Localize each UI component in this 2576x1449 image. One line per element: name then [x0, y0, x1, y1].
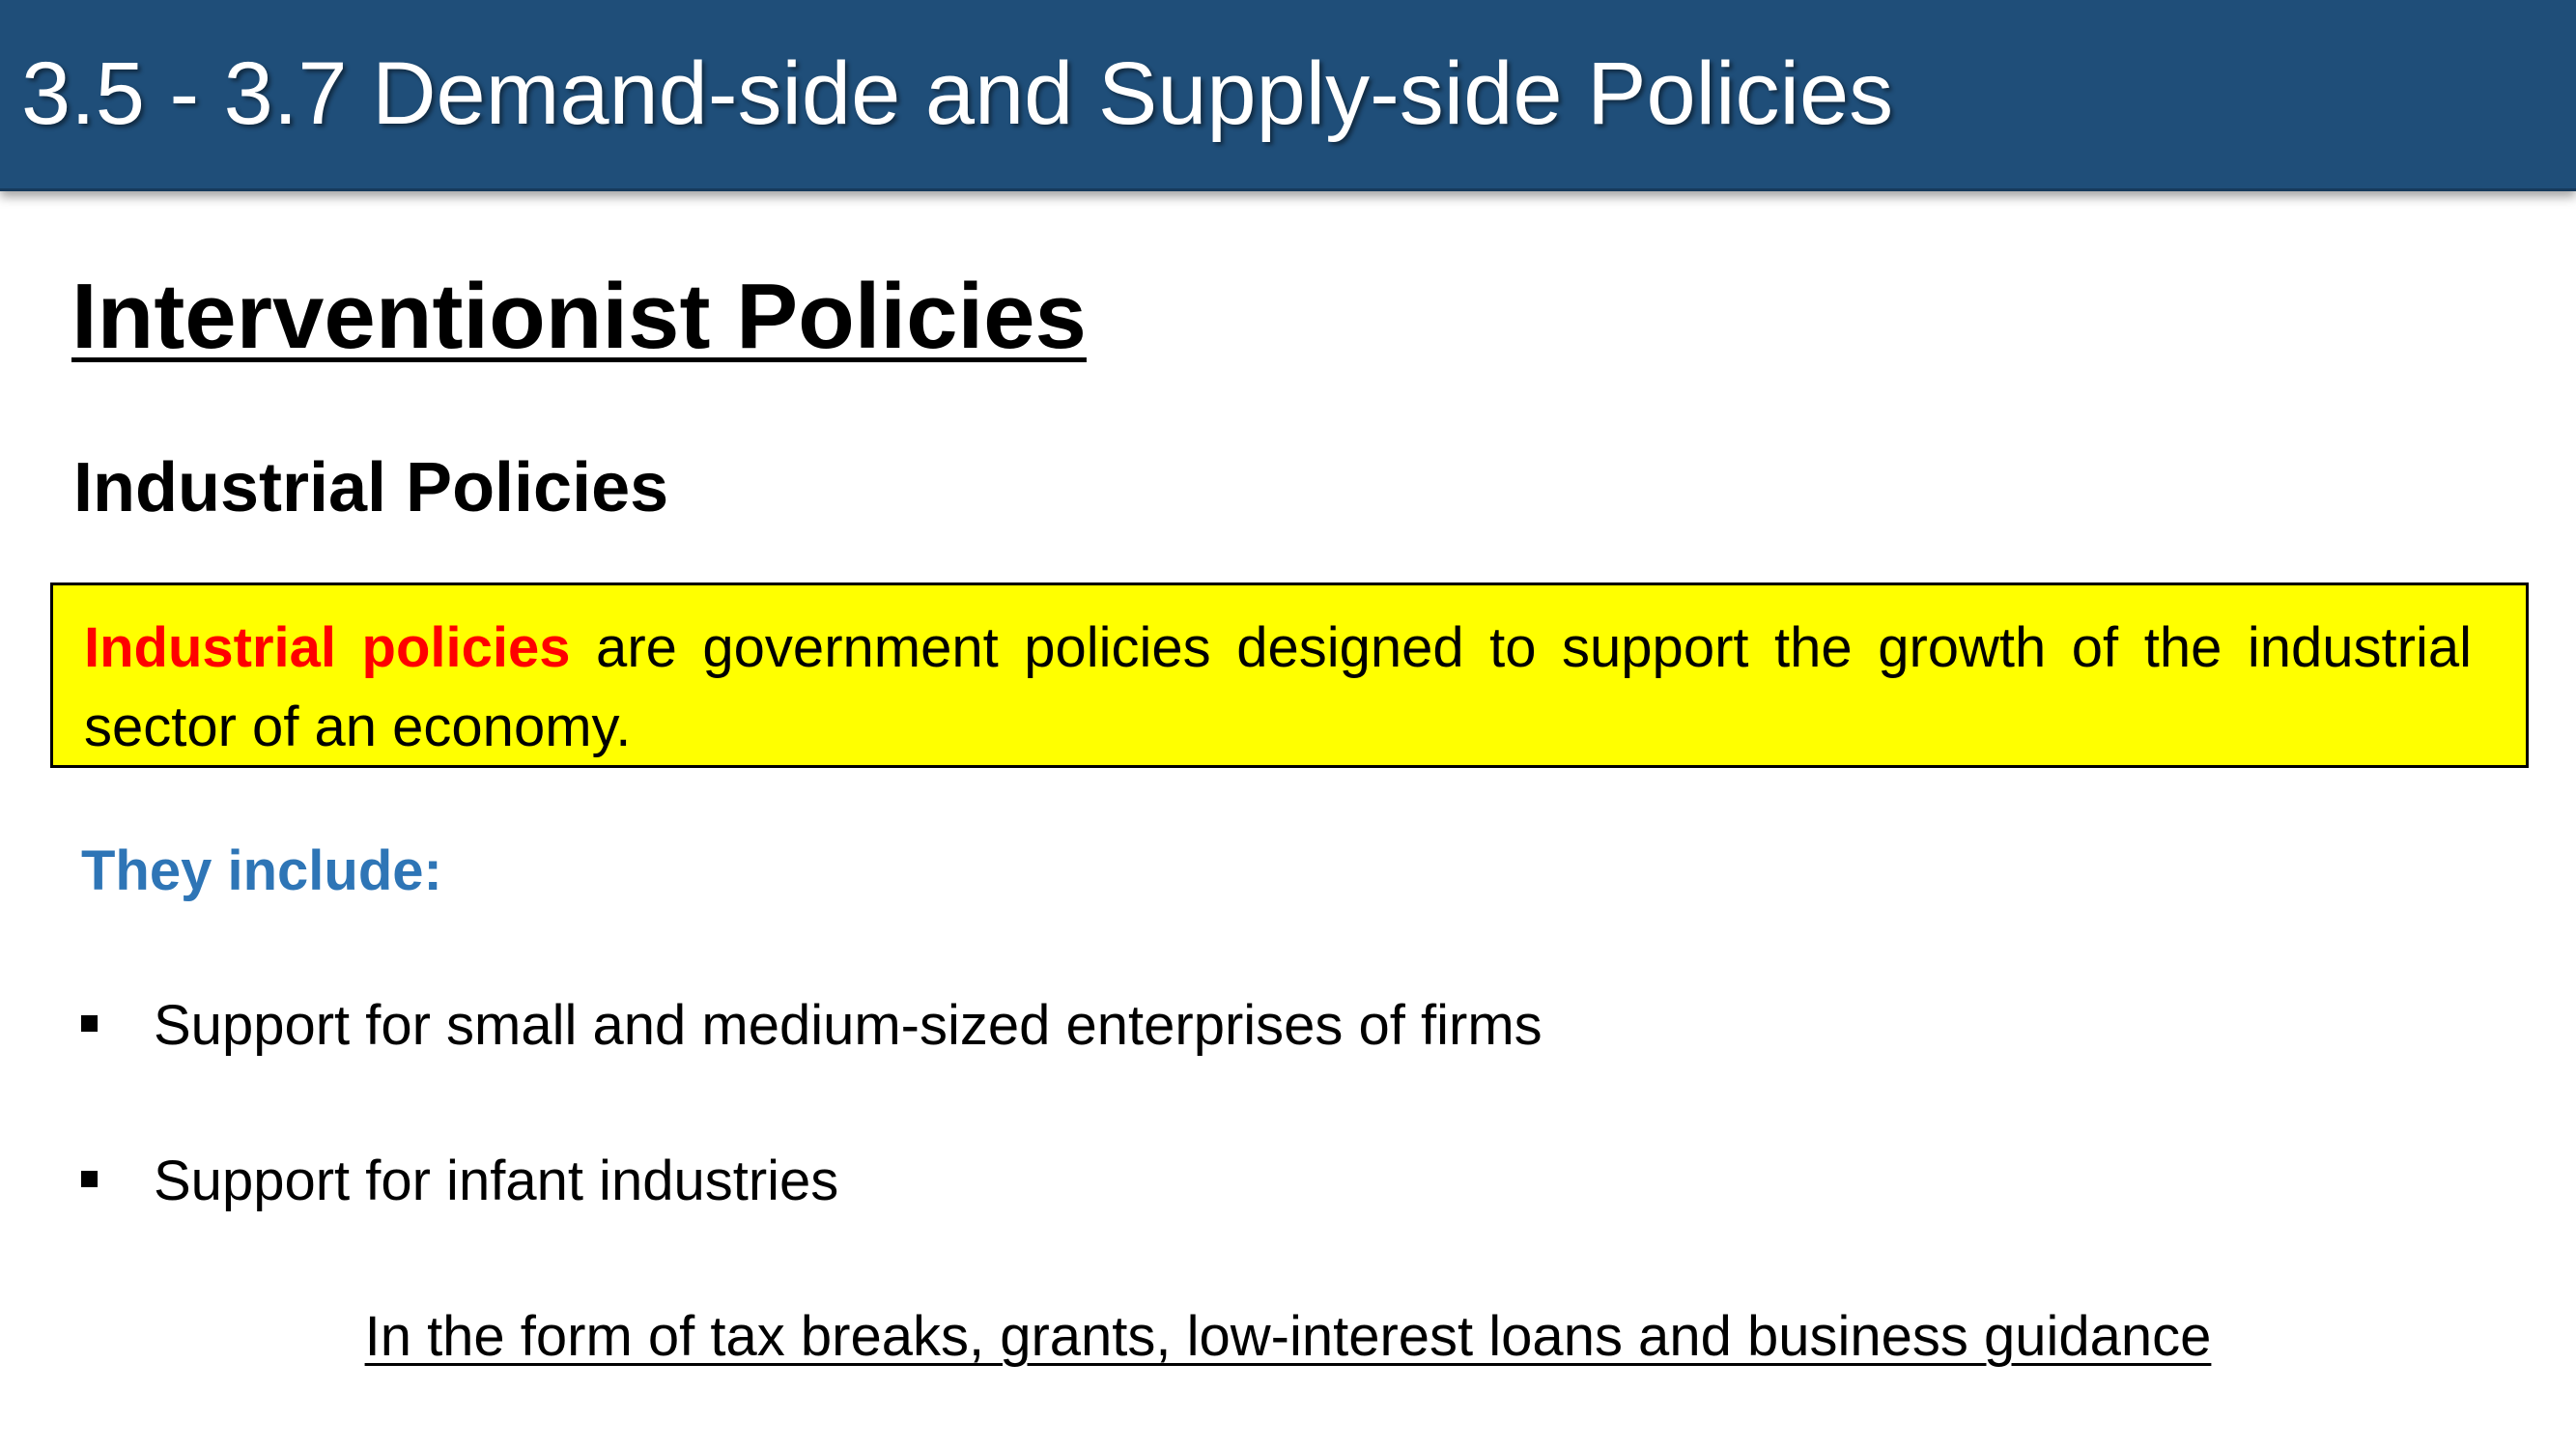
slide-title: 3.5 - 3.7 Demand-side and Supply-side Po…	[21, 44, 1894, 143]
list-item-text: Support for small and medium-sized enter…	[154, 994, 1543, 1057]
list-item: Support for small and medium-sized enter…	[81, 987, 1543, 1065]
footnote: In the form of tax breaks, grants, low-i…	[364, 1305, 2212, 1368]
section-title: Interventionist Policies	[71, 265, 1087, 368]
definition-term: Industrial policies	[84, 616, 571, 679]
square-bullet-icon	[81, 1015, 98, 1033]
definition-text: Industrial policies are government polic…	[84, 609, 2472, 767]
section-subtitle: Industrial Policies	[73, 449, 669, 526]
definition-body: are government policies designed to supp…	[84, 616, 2472, 758]
square-bullet-icon	[81, 1171, 98, 1188]
definition-box: Industrial policies are government polic…	[50, 582, 2529, 768]
includes-label: They include:	[81, 839, 442, 902]
list-item-text: Support for infant industries	[154, 1150, 839, 1212]
header-bar: 3.5 - 3.7 Demand-side and Supply-side Po…	[0, 0, 2576, 191]
list-item: Support for infant industries	[81, 1143, 838, 1220]
